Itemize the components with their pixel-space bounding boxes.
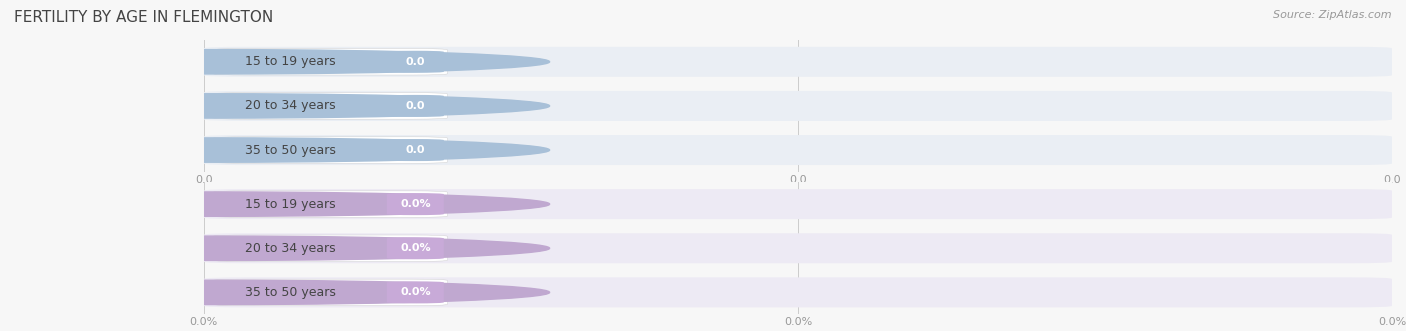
FancyBboxPatch shape bbox=[204, 91, 1392, 121]
Text: 20 to 34 years: 20 to 34 years bbox=[246, 99, 336, 113]
FancyBboxPatch shape bbox=[204, 135, 1392, 165]
Circle shape bbox=[0, 236, 550, 260]
Text: 15 to 19 years: 15 to 19 years bbox=[246, 198, 336, 211]
FancyBboxPatch shape bbox=[204, 233, 1392, 263]
FancyBboxPatch shape bbox=[387, 95, 444, 117]
Text: 0.0%: 0.0% bbox=[401, 287, 430, 297]
FancyBboxPatch shape bbox=[214, 235, 447, 261]
Circle shape bbox=[0, 94, 550, 118]
Text: 35 to 50 years: 35 to 50 years bbox=[246, 286, 336, 299]
FancyBboxPatch shape bbox=[204, 277, 1392, 307]
Text: 15 to 19 years: 15 to 19 years bbox=[246, 55, 336, 68]
Circle shape bbox=[0, 192, 550, 216]
Text: 0.0%: 0.0% bbox=[401, 199, 430, 209]
Circle shape bbox=[0, 138, 550, 162]
Text: 0.0: 0.0 bbox=[405, 145, 425, 155]
FancyBboxPatch shape bbox=[204, 189, 1392, 219]
Text: 0.0%: 0.0% bbox=[401, 243, 430, 253]
Text: 20 to 34 years: 20 to 34 years bbox=[246, 242, 336, 255]
FancyBboxPatch shape bbox=[214, 137, 447, 163]
FancyBboxPatch shape bbox=[214, 49, 447, 75]
Circle shape bbox=[0, 280, 550, 305]
FancyBboxPatch shape bbox=[214, 191, 447, 217]
Circle shape bbox=[0, 50, 550, 74]
Text: 0.0: 0.0 bbox=[405, 101, 425, 111]
FancyBboxPatch shape bbox=[387, 281, 444, 304]
FancyBboxPatch shape bbox=[387, 193, 444, 215]
Text: FERTILITY BY AGE IN FLEMINGTON: FERTILITY BY AGE IN FLEMINGTON bbox=[14, 10, 273, 25]
FancyBboxPatch shape bbox=[214, 93, 447, 119]
Text: 35 to 50 years: 35 to 50 years bbox=[246, 144, 336, 157]
FancyBboxPatch shape bbox=[387, 51, 444, 73]
Text: Source: ZipAtlas.com: Source: ZipAtlas.com bbox=[1274, 10, 1392, 20]
Text: 0.0: 0.0 bbox=[405, 57, 425, 67]
FancyBboxPatch shape bbox=[387, 139, 444, 161]
FancyBboxPatch shape bbox=[387, 237, 444, 259]
FancyBboxPatch shape bbox=[214, 279, 447, 306]
FancyBboxPatch shape bbox=[204, 47, 1392, 77]
